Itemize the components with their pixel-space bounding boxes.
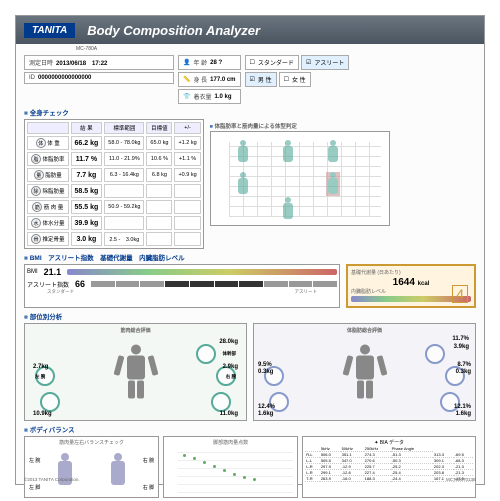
footer: ©2013 TANITA Corporation. MC78007013B <box>24 477 476 482</box>
section-analysis: 部位別分析 <box>24 311 476 321</box>
section-check: 全身チェック <box>24 107 476 117</box>
title: Body Composition Analyzer <box>87 23 260 38</box>
section-bmi: BMI アスリート指数 基礎代謝量 内臓脂肪レベル <box>24 252 476 262</box>
bmi-box: BMI21.1 アスリート指数66 スタンダードアスリート <box>24 264 340 308</box>
person-icon: 👤 <box>183 59 190 66</box>
fat-panel: 体脂肪総合評価 11.7% 3.9kg 9.5% 0.3kg 8.7% 0.3k… <box>253 323 476 421</box>
section-balance: ボディバランス <box>24 424 476 434</box>
check-table: 結 果標準範囲目標値+/-体 体 重66.2 kg58.0 - 78.0kg65… <box>24 119 204 249</box>
clothes-icon: 👕 <box>183 93 190 100</box>
info-row: 測定日時2013/06/18 17:22 ID0000000000000000 … <box>24 55 476 104</box>
body-type-chart <box>210 131 390 226</box>
model: MC-780A <box>76 46 97 52</box>
brand-logo: TANITA <box>24 23 75 38</box>
bia-panel: ✦ BIA データ 5kHz50kHz250kHzPhase AngleR-L5… <box>302 436 476 498</box>
kcal-box: 基礎代謝量 (日あたり) 1644 kcal 内臓脂肪レベル 4 <box>346 264 476 308</box>
report: TANITA Body Composition Analyzer MC-780A… <box>15 15 485 485</box>
header: TANITA Body Composition Analyzer <box>16 16 484 44</box>
height-icon: 📏 <box>183 76 190 83</box>
muscle-panel: 筋肉総合評価 28.0kg 2.7kg 2.9kg 10.9kg 11.0kg … <box>24 323 247 421</box>
line-chart <box>178 449 293 493</box>
balance-panel: 筋肉量左右バランスチェック 左 腕 右 腕 左 脚 右 脚 <box>24 436 159 498</box>
star-icon: 4 <box>452 285 468 303</box>
leg-score-panel: 脚部筋肉量点数 <box>163 436 298 498</box>
